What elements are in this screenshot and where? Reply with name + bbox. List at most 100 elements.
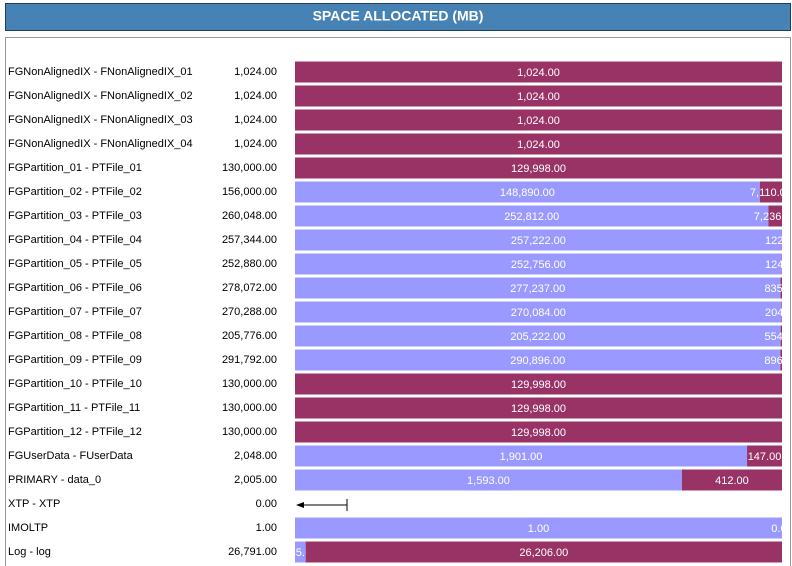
bar-segment [759,181,782,203]
bar-segment [295,421,782,443]
row-name: PRIMARY - data_0 [8,474,101,486]
segment-label: 129,998.00 [511,427,566,439]
row-name: XTP - XTP [8,498,60,510]
row-total: 257,344.00 [222,234,277,246]
bar-segment [780,349,782,371]
bar-segment [295,85,782,107]
row-name: FGPartition_01 - PTFile_01 [8,162,142,174]
bar-segment [295,541,306,563]
row-total: 130,000.00 [222,378,277,390]
bar-segment [681,469,782,491]
bar-segment [768,205,782,227]
bar-segment [295,349,781,371]
row-name: FGPartition_03 - PTFile_03 [8,210,142,222]
segment-label: 1,901.00 [500,451,543,463]
row-name: FGPartition_06 - PTFile_06 [8,282,142,294]
bar-segment [747,445,782,467]
panel [5,37,791,566]
segment-label: 554.00 [765,331,792,343]
bars: 0.001,024.000.001,024.000.001,024.000.00… [295,61,792,563]
row-total: 1.00 [256,522,277,534]
row-total: 2,005.00 [234,474,277,486]
row-total: 1,024.00 [234,114,277,126]
segment-label: 129,998.00 [511,163,566,175]
segment-label: 252,756.00 [511,259,566,271]
bar-segment [295,109,782,131]
segment-label: 1,593.00 [467,475,510,487]
row-name: FGNonAlignedIX - FNonAlignedIX_02 [8,90,193,102]
row-name: FGPartition_09 - PTFile_09 [8,354,142,366]
bar-segment [295,517,782,539]
segment-label: 204.00 [765,307,792,319]
bar-segment [305,541,782,563]
segment-label: 1,024.00 [517,67,560,79]
bar-segment [780,277,782,299]
row-total: 130,000.00 [222,402,277,414]
row-total: 205,776.00 [222,330,277,342]
segment-label: 896.00 [764,355,792,367]
row-name: FGUserData - FUserData [8,450,134,462]
row-name: FGPartition_11 - PTFile_11 [8,402,140,414]
segment-label: 1,024.00 [517,91,560,103]
row-name: FGPartition_05 - PTFile_05 [8,258,142,270]
segment-label: 129,998.00 [511,379,566,391]
row-name: FGPartition_02 - PTFile_02 [8,186,142,198]
bar-segment [295,373,782,395]
bar-segment [295,61,782,83]
segment-label: 290,896.00 [510,355,565,367]
row-total: 270,288.00 [222,306,277,318]
row-name: FGPartition_10 - PTFile_10 [8,378,142,390]
row-name: FGPartition_04 - PTFile_04 [8,234,142,246]
row-total: 1,024.00 [234,138,277,150]
row-total: 260,048.00 [222,210,277,222]
row-total: 0.00 [256,498,277,510]
header-title: SPACE ALLOCATED (MB) [313,8,484,24]
row-name: FGPartition_08 - PTFile_08 [8,330,142,342]
bar-segment [295,301,782,323]
bar-segment [295,445,748,467]
segment-label: 7,236.00 [754,211,792,223]
segment-label: 147.00 [748,451,782,463]
row-total: 291,792.00 [222,354,277,366]
row-total: 156,000.00 [222,186,277,198]
row-total: 252,880.00 [222,258,277,270]
segment-label: 205,222.00 [510,331,565,343]
bar-segment [295,181,760,203]
bar-segment [295,157,782,179]
segment-label: 122.00 [765,235,792,247]
segment-label: 835.00 [764,283,792,295]
bar-segment [295,277,781,299]
segment-label: 277,237.00 [510,283,565,295]
bar-segment [295,325,781,347]
row-total: 130,000.00 [222,162,277,174]
arrow-head [296,502,304,508]
row-total: 2,048.00 [234,450,277,462]
row-total: 1,024.00 [234,66,277,78]
row-name: FGPartition_12 - PTFile_12 [8,426,142,438]
segment-label: 26,206.00 [519,547,568,559]
row-total: 26,791.00 [228,546,277,558]
bar-segment [295,469,682,491]
bar-segment [295,205,769,227]
segment-label: 129,998.00 [511,403,566,415]
segment-label: 412.00 [715,475,749,487]
row-total: 130,000.00 [222,426,277,438]
bar-segment [295,133,782,155]
bar-segment [295,397,782,419]
row-total: 1,024.00 [234,90,277,102]
row-name: FGNonAlignedIX - FNonAlignedIX_03 [8,114,193,126]
segment-label: 257,222.00 [511,235,566,247]
bar-segment [295,229,782,251]
row-name: IMOLTP [8,522,48,534]
row-name: FGPartition_07 - PTFile_07 [8,306,142,318]
row-name: FGNonAlignedIX - FNonAlignedIX_01 [8,66,193,78]
row-total: 278,072.00 [222,282,277,294]
row-name: FGNonAlignedIX - FNonAlignedIX_04 [8,138,193,150]
header-bar [5,3,791,31]
bar-segment [295,253,782,275]
bar-segment [780,325,782,347]
segment-label: 148,890.00 [500,187,555,199]
segment-label: 7,110.00 [750,187,792,199]
